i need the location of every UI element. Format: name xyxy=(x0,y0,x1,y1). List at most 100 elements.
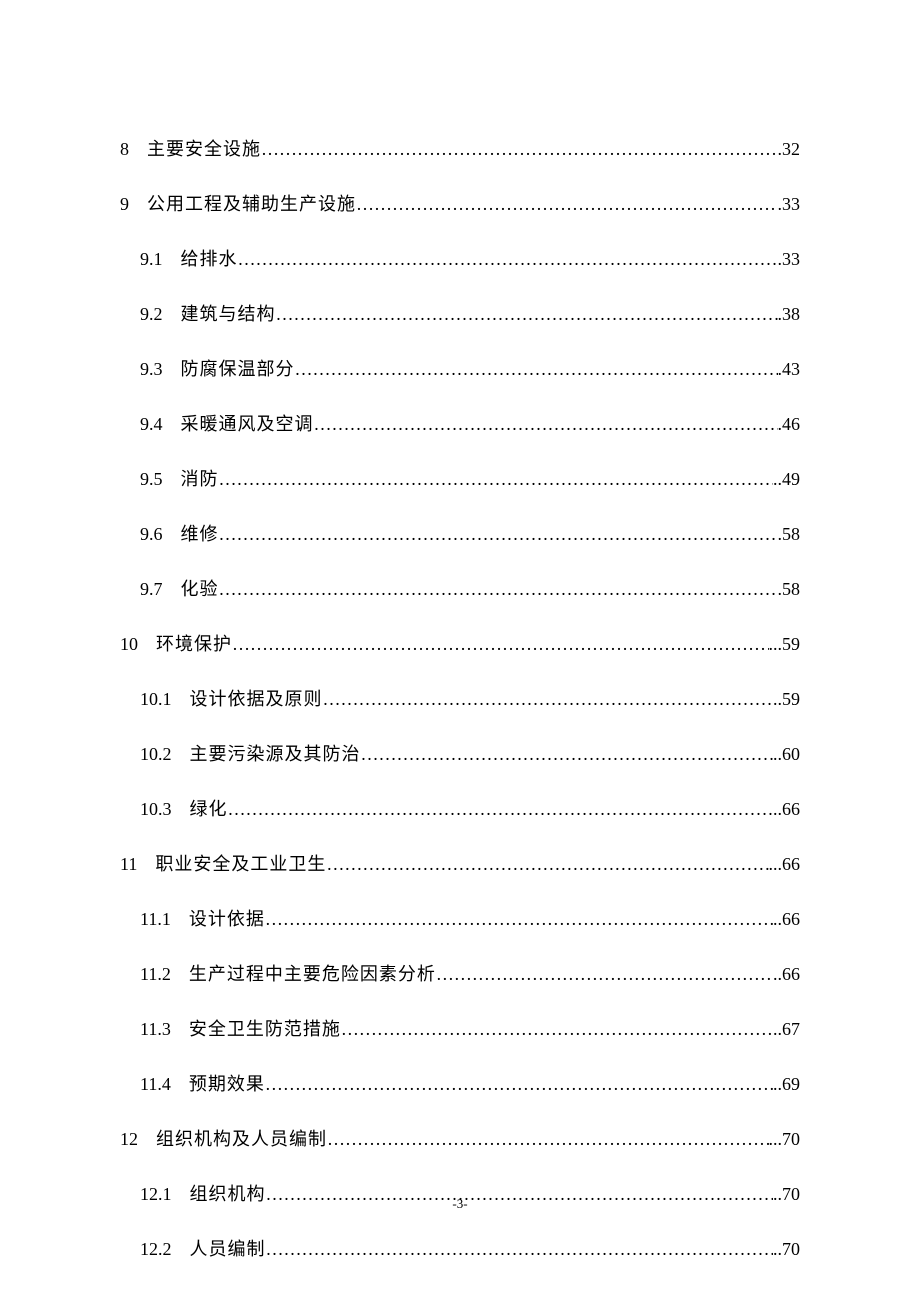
toc-page-number: .46 xyxy=(778,414,801,435)
toc-leader-dots: …………………………………………………………………………………………………………… xyxy=(323,689,774,710)
toc-number: 11.1 xyxy=(140,909,171,930)
toc-leader-dots: …………………………………………………………………………………………………………… xyxy=(295,359,778,380)
page-number: -3- xyxy=(0,1196,920,1212)
toc-leader-dots: …………………………………………………………………………………………………………… xyxy=(314,414,778,435)
toc-entry: 12.2 人员编制……………………………………………………………………………………… xyxy=(120,1235,800,1261)
toc-entry: 9.2 建筑与结构……………………………………………………………………………………… xyxy=(120,300,800,326)
toc-entry: 11.3安全卫生防范措施…………………………………………………………………………… xyxy=(120,1015,800,1041)
toc-page-number: .58 xyxy=(778,524,801,545)
toc-number: 8 xyxy=(120,139,129,160)
toc-entry: 9.6 维修……………………………………………………………………………………………… xyxy=(120,520,800,546)
toc-page-number: .58 xyxy=(778,579,801,600)
toc-page-number: ..70 xyxy=(773,1239,800,1260)
toc-page-number: ...66 xyxy=(769,854,801,875)
toc-title: 消防 xyxy=(181,465,219,491)
toc-number: 9.1 xyxy=(140,249,163,270)
toc-leader-dots: …………………………………………………………………………………………………………… xyxy=(327,1129,769,1150)
toc-page-number: .38 xyxy=(778,304,801,325)
toc-title: 人员编制 xyxy=(190,1235,266,1261)
toc-title: 给排水 xyxy=(181,245,238,271)
toc-page-number: .33 xyxy=(778,249,801,270)
toc-entry: 10.3 绿化…………………………………………………………………………………………… xyxy=(120,795,800,821)
toc-leader-dots: …………………………………………………………………………………………………………… xyxy=(238,249,778,270)
toc-number: 10.1 xyxy=(140,689,172,710)
toc-number: 11.4 xyxy=(140,1074,171,1095)
toc-page-number: ...59 xyxy=(769,634,801,655)
toc-leader-dots: …………………………………………………………………………………………………………… xyxy=(265,1074,773,1095)
toc-entry: 10.2 主要污染源及其防治………………………………………………………………………… xyxy=(120,740,800,766)
toc-title: 公用工程及辅助生产设施 xyxy=(147,190,356,216)
toc-leader-dots: …………………………………………………………………………………………………………… xyxy=(266,1239,774,1260)
toc-leader-dots: …………………………………………………………………………………………………………… xyxy=(232,634,769,655)
toc-leader-dots: …………………………………………………………………………………………………………… xyxy=(276,304,778,325)
toc-page-number: .43 xyxy=(778,359,801,380)
toc-entry: 9.4 采暖通风及空调………………………………………………………………………………… xyxy=(120,410,800,436)
toc-title: 安全卫生防范措施 xyxy=(189,1015,341,1041)
toc-page-number: ..66 xyxy=(773,799,800,820)
toc-page-number: ..66 xyxy=(773,964,800,985)
toc-page-number: ..69 xyxy=(773,1074,800,1095)
toc-leader-dots: …………………………………………………………………………………………………………… xyxy=(436,964,773,985)
toc-number: 9.2 xyxy=(140,304,163,325)
toc-leader-dots: …………………………………………………………………………………………………………… xyxy=(361,744,774,765)
toc-title: 化验 xyxy=(181,575,219,601)
toc-leader-dots: …………………………………………………………………………………………………………… xyxy=(265,909,773,930)
toc-entry: 10.1 设计依据及原则……………………………………………………………………………… xyxy=(120,685,800,711)
toc-title: 建筑与结构 xyxy=(181,300,276,326)
toc-entry: 9.3 防腐保温部分…………………………………………………………………………………… xyxy=(120,355,800,381)
toc-entry: 9.5 消防…………………………………………………………………………………………… xyxy=(120,465,800,491)
toc-leader-dots: …………………………………………………………………………………………………………… xyxy=(219,524,778,545)
toc-leader-dots: …………………………………………………………………………………………………………… xyxy=(219,469,774,490)
toc-entry: 11.2 生产过程中主要危险因素分析……………………………………………………………… xyxy=(120,960,800,986)
toc-number: 12.2 xyxy=(140,1239,172,1260)
toc-entry: 9 公用工程及辅助生产设施…………………………………………………………………………… xyxy=(120,190,800,216)
toc-title: 设计依据及原则 xyxy=(190,685,323,711)
toc-title: 生产过程中主要危险因素分析 xyxy=(189,960,436,986)
toc-title: 绿化 xyxy=(190,795,228,821)
toc-leader-dots: …………………………………………………………………………………………………………… xyxy=(228,799,774,820)
toc-number: 12 xyxy=(120,1129,138,1150)
toc-number: 9.7 xyxy=(140,579,163,600)
toc-entry: 12 组织机构及人员编制……………………………………………………………………………… xyxy=(120,1125,800,1151)
toc-leader-dots: …………………………………………………………………………………………………………… xyxy=(356,194,778,215)
toc-title: 环境保护 xyxy=(156,630,232,656)
toc-number: 9.4 xyxy=(140,414,163,435)
toc-entry: 10 环境保护…………………………………………………………………………………………… xyxy=(120,630,800,656)
toc-title: 职业安全及工业卫生 xyxy=(155,850,326,876)
toc-page-number: ..59 xyxy=(773,689,800,710)
toc-title: 组织机构及人员编制 xyxy=(156,1125,327,1151)
toc-number: 10 xyxy=(120,634,138,655)
toc-entry: 9.1 给排水…………………………………………………………………………………………… xyxy=(120,245,800,271)
toc-page-number: ..66 xyxy=(773,909,800,930)
toc-entry: 9.7 化验……………………………………………………………………………………………… xyxy=(120,575,800,601)
toc-entry: 8 主要安全设施………………………………………………………………………………………… xyxy=(120,135,800,161)
toc-entry: 11.1 设计依据……………………………………………………………………………………… xyxy=(120,905,800,931)
toc-title: 维修 xyxy=(181,520,219,546)
toc-title: 采暖通风及空调 xyxy=(181,410,314,436)
toc-leader-dots: …………………………………………………………………………………………………………… xyxy=(341,1019,773,1040)
toc-title: 预期效果 xyxy=(189,1070,265,1096)
toc-content: 8主要安全设施………………………………………………………………………………………… xyxy=(0,0,920,1261)
toc-number: 9.5 xyxy=(140,469,163,490)
toc-number: 9 xyxy=(120,194,129,215)
toc-title: 主要污染源及其防治 xyxy=(190,740,361,766)
toc-title: 主要安全设施 xyxy=(147,135,261,161)
toc-number: 10.3 xyxy=(140,799,172,820)
toc-page-number: .33 xyxy=(778,194,801,215)
toc-page-number: .32 xyxy=(778,139,801,160)
toc-entry: 11职业安全及工业卫生……………………………………………………………………………… xyxy=(120,850,800,876)
toc-leader-dots: …………………………………………………………………………………………………………… xyxy=(261,139,778,160)
toc-leader-dots: …………………………………………………………………………………………………………… xyxy=(326,854,768,875)
toc-page-number: ..67 xyxy=(773,1019,800,1040)
toc-title: 设计依据 xyxy=(189,905,265,931)
toc-number: 9.6 xyxy=(140,524,163,545)
toc-page-number: ..60 xyxy=(773,744,800,765)
toc-number: 10.2 xyxy=(140,744,172,765)
toc-entry: 11.4 预期效果……………………………………………………………………………………… xyxy=(120,1070,800,1096)
toc-number: 11.2 xyxy=(140,964,171,985)
toc-title: 防腐保温部分 xyxy=(181,355,295,381)
toc-page-number: ...70 xyxy=(769,1129,801,1150)
toc-page-number: ..49 xyxy=(773,469,800,490)
toc-leader-dots: …………………………………………………………………………………………………………… xyxy=(219,579,778,600)
toc-number: 9.3 xyxy=(140,359,163,380)
